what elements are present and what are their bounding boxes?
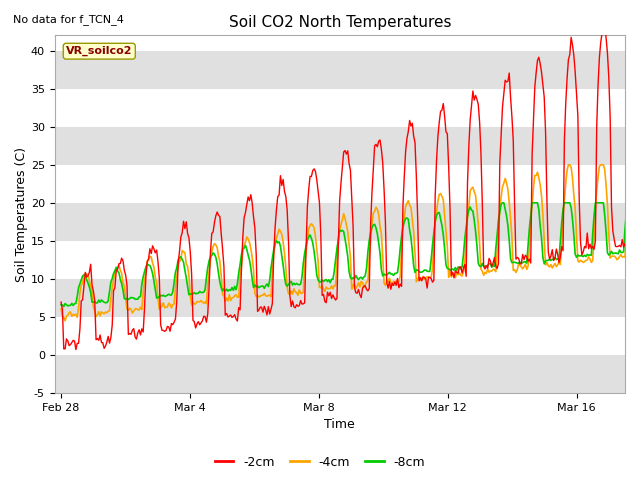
Text: VR_soilco2: VR_soilco2: [66, 46, 132, 56]
Text: No data for f_TCN_4: No data for f_TCN_4: [13, 14, 124, 25]
Bar: [54, 50, 625, 89]
Y-axis label: Soil Temperatures (C): Soil Temperatures (C): [15, 147, 28, 282]
Title: Soil CO2 North Temperatures: Soil CO2 North Temperatures: [228, 15, 451, 30]
Legend: -2cm, -4cm, -8cm: -2cm, -4cm, -8cm: [209, 451, 431, 474]
Bar: [54, 203, 625, 241]
Bar: [54, 127, 625, 165]
Bar: [54, 279, 625, 317]
Bar: [54, 355, 625, 393]
X-axis label: Time: Time: [324, 419, 355, 432]
